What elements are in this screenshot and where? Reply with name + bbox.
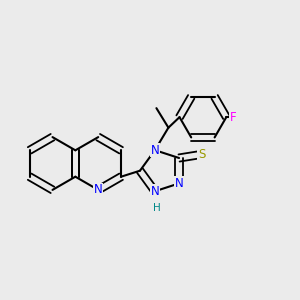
Text: N: N bbox=[94, 183, 103, 196]
Text: F: F bbox=[230, 111, 236, 124]
Text: N: N bbox=[151, 185, 159, 198]
Text: H: H bbox=[152, 203, 160, 213]
Text: N: N bbox=[151, 144, 159, 157]
Text: N: N bbox=[175, 177, 183, 190]
Text: S: S bbox=[198, 148, 205, 161]
